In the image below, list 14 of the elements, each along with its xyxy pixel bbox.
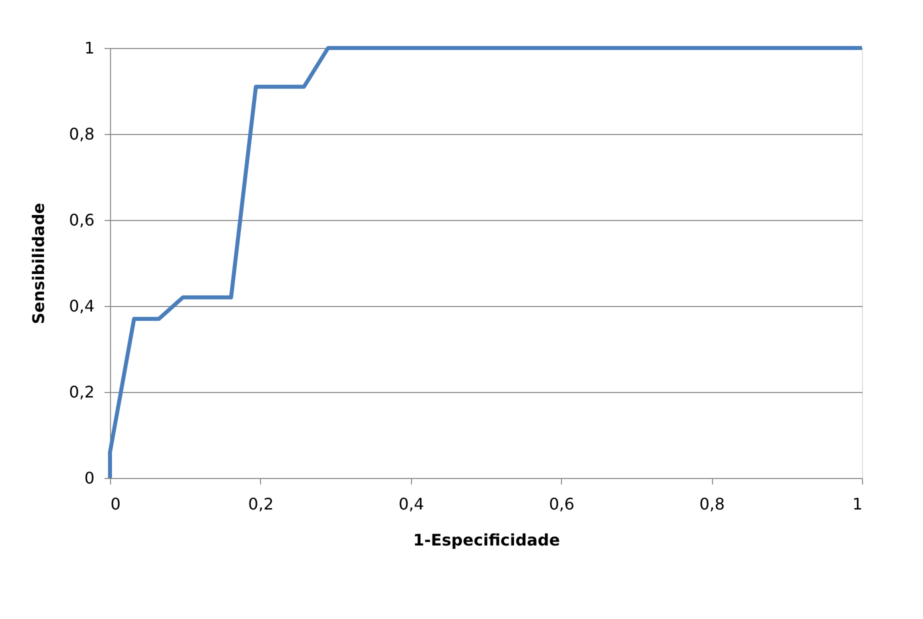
y-tick-label: 1 [84,38,94,58]
x-tick-label: 1 [852,494,862,514]
y-tick-label: 0 [84,468,94,488]
y-tick-label: 0,2 [69,382,94,402]
x-axis-title: 1-Especificidade [413,530,560,550]
x-tick-label: 0,4 [398,494,424,514]
x-tick-label: 0,2 [248,494,274,514]
y-tick-label: 0,8 [69,124,94,144]
y-tick-label: 0,6 [69,210,94,230]
y-axis-title: Sensibilidade [29,202,48,324]
x-tick-label: 0 [110,494,121,514]
y-tick-label: 0,4 [69,296,94,316]
x-tick-label: 0,6 [548,494,574,514]
x-tick-label: 0,8 [699,494,725,514]
